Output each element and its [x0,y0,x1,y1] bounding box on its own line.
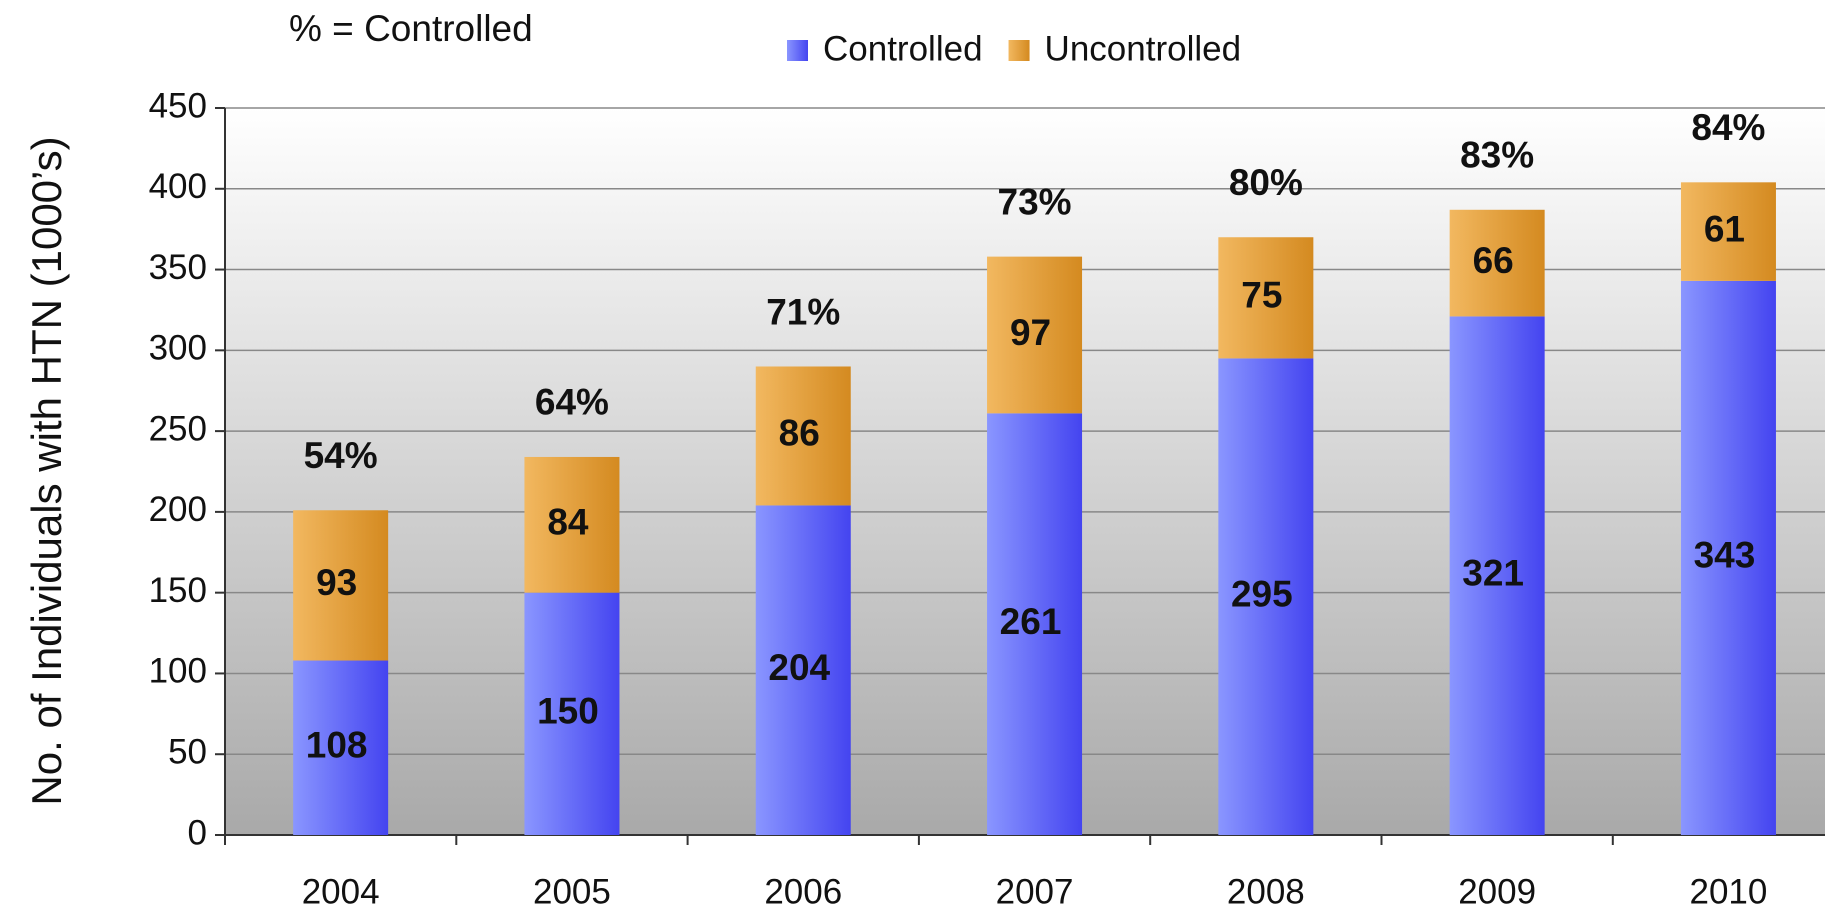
value-label: 97 [1010,312,1051,353]
percent-label: 80% [1229,162,1303,203]
bar-segment [1218,237,1314,359]
x-tick-label: 2009 [1458,872,1536,911]
legend-swatch [787,40,808,61]
value-label: 86 [779,413,820,454]
y-tick-label: 300 [149,329,207,368]
value-label: 93 [316,562,357,603]
value-label: 204 [768,647,830,688]
x-tick-label: 2008 [1227,872,1305,911]
value-label: 66 [1473,240,1514,281]
bar-segment [987,413,1083,835]
legend-label: Controlled [823,29,983,68]
x-tick-label: 2004 [302,872,380,911]
value-label: 343 [1694,535,1756,576]
bar-segment [524,592,620,835]
percent-label: 71% [766,291,840,332]
y-tick-label: 150 [149,571,207,610]
note: % = Controlled [289,8,533,49]
y-tick-label: 100 [149,652,207,691]
value-label: 321 [1462,552,1524,593]
percent-label: 73% [998,181,1072,222]
x-tick-label: 2007 [996,872,1074,911]
y-tick-label: 400 [149,167,207,206]
value-label: 295 [1231,573,1293,614]
bar-segment [524,456,620,593]
legend-swatch [1008,40,1030,61]
percent-label: 64% [535,382,609,423]
x-tick-label: 2006 [764,872,842,911]
bar-segment [755,366,851,506]
y-tick-label: 250 [149,409,207,448]
y-tick-label: 0 [188,813,207,852]
bar-segment [1680,182,1776,281]
y-tick-label: 200 [149,490,207,529]
x-tick-label: 2010 [1690,872,1768,911]
bar-segment [755,505,851,835]
y-axis-label: No. of Individuals with HTN (1000’s) [23,136,70,805]
bar-segment [293,660,389,835]
bar-segment [1680,280,1776,835]
percent-label: 54% [304,435,378,476]
bar-segment [293,510,389,661]
value-label: 150 [537,691,599,732]
bar-segment [1449,316,1545,835]
y-tick-label: 350 [149,248,207,287]
value-label: 261 [1000,601,1062,642]
y-tick-label: 450 [149,86,207,125]
value-label: 75 [1241,275,1282,316]
bar-segment [987,256,1083,414]
value-label: 84 [547,502,589,543]
bar-segment [1218,358,1314,835]
percent-label: 84% [1691,107,1765,148]
value-label: 61 [1704,208,1745,249]
percent-label: 83% [1460,135,1534,176]
legend-label: Uncontrolled [1045,29,1242,68]
y-tick-label: 50 [168,732,207,771]
x-tick-label: 2005 [533,872,611,911]
value-label: 108 [306,725,368,766]
bar-segment [1449,209,1545,317]
